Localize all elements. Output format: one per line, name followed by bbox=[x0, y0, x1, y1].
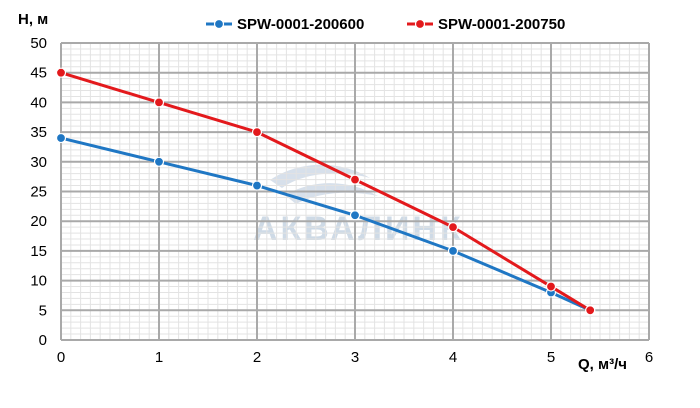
data-point bbox=[447, 245, 459, 256]
legend-label: SPW-0001-200600 bbox=[237, 16, 364, 33]
data-point bbox=[447, 222, 459, 233]
data-point bbox=[153, 156, 165, 167]
y-tick-label: 10 bbox=[30, 273, 47, 290]
y-axis-title: H, м bbox=[18, 11, 48, 28]
x-tick-label: 5 bbox=[547, 349, 555, 366]
y-tick-label: 15 bbox=[30, 243, 47, 260]
y-tick-label: 50 bbox=[30, 35, 47, 52]
data-point bbox=[585, 305, 596, 316]
y-tick-label: 30 bbox=[30, 154, 47, 171]
x-axis-title: Q, м³/ч bbox=[578, 356, 627, 373]
series-2 bbox=[55, 67, 596, 316]
legend-item: SPW-0001-200750 bbox=[407, 16, 565, 33]
y-tick-label: 0 bbox=[39, 332, 47, 349]
x-tick-label: 0 bbox=[57, 349, 65, 366]
legend-swatch-marker bbox=[213, 18, 225, 30]
series-layer bbox=[55, 67, 596, 316]
grid bbox=[60, 42, 650, 341]
x-tick-label: 3 bbox=[351, 349, 359, 366]
data-point bbox=[251, 127, 263, 138]
y-tick-label: 40 bbox=[30, 94, 47, 111]
data-point bbox=[545, 281, 557, 292]
y-tick-label: 5 bbox=[39, 302, 47, 319]
legend-label: SPW-0001-200750 bbox=[438, 16, 565, 33]
data-point bbox=[55, 132, 67, 144]
y-tick-label: 35 bbox=[30, 124, 47, 141]
data-point bbox=[153, 97, 165, 108]
data-point bbox=[55, 67, 67, 78]
series-1 bbox=[55, 132, 596, 316]
legend-swatch-marker bbox=[414, 18, 426, 30]
y-tick-label: 25 bbox=[30, 184, 47, 201]
x-tick-label: 2 bbox=[253, 349, 261, 366]
watermark-wave-icon bbox=[285, 183, 378, 204]
data-point bbox=[349, 210, 361, 221]
legend-item: SPW-0001-200600 bbox=[206, 16, 364, 33]
data-point bbox=[251, 180, 263, 191]
y-tick-label: 20 bbox=[30, 213, 47, 230]
data-point bbox=[349, 174, 361, 185]
x-tick-label: 4 bbox=[449, 349, 457, 366]
legend: SPW-0001-200600 SPW-0001-200750 bbox=[206, 16, 565, 33]
x-tick-label: 6 bbox=[645, 349, 653, 366]
x-tick-label: 1 bbox=[155, 349, 163, 366]
y-tick-label: 45 bbox=[30, 65, 47, 82]
